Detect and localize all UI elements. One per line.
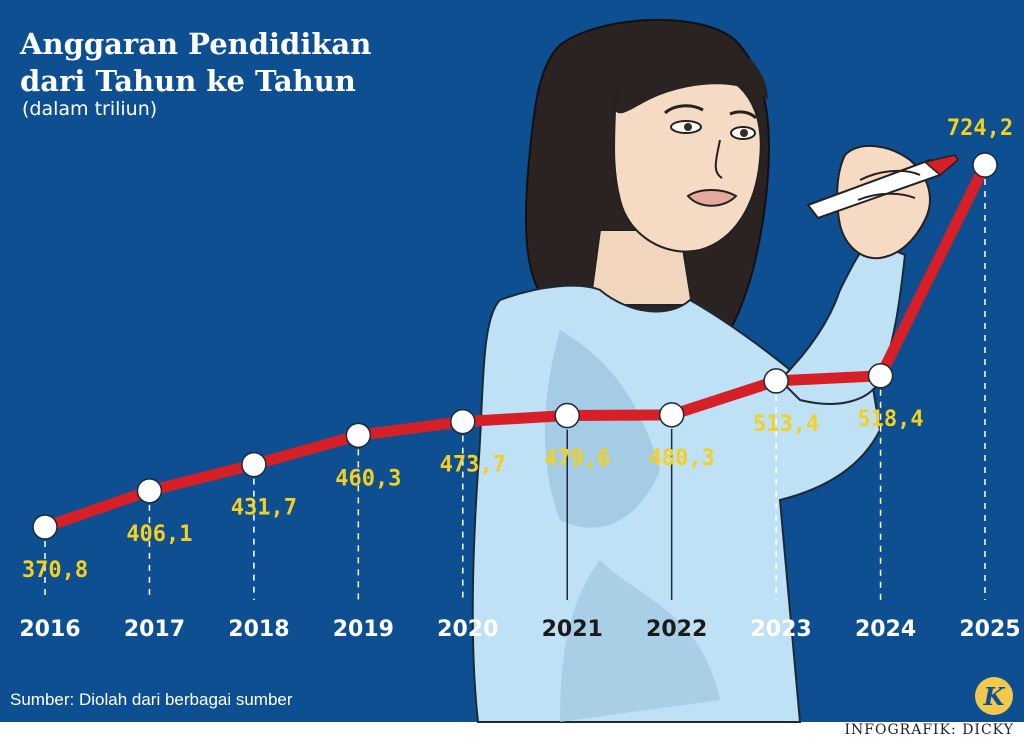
shirt-shadow — [545, 330, 660, 528]
value-label-2019: 460,3 — [335, 466, 401, 491]
drop-lines — [44, 179, 986, 600]
x-tick-label-2024: 2024 — [855, 617, 916, 642]
value-label-2022: 480,3 — [649, 446, 715, 471]
value-label-2018: 431,7 — [231, 496, 297, 521]
data-points — [32, 152, 998, 540]
x-tick-label-2020: 2020 — [437, 617, 498, 642]
left-pupil — [684, 123, 692, 131]
value-label-2017: 406,1 — [126, 522, 192, 547]
data-point-2016 — [32, 514, 58, 540]
value-label-2024: 518,4 — [857, 407, 923, 432]
value-label-2025: 724,2 — [947, 116, 1013, 141]
title-line-1: Anggaran Pendidikan — [20, 27, 372, 61]
x-tick-label-2016: 2016 — [19, 617, 80, 642]
title-line-2: dari Tahun ke Tahun — [20, 64, 356, 98]
value-label-2021: 479,6 — [544, 447, 610, 472]
value-label-2016: 370,8 — [22, 558, 88, 583]
logo-letter: K — [983, 682, 1006, 711]
subtitle: (dalam triliun) — [22, 98, 158, 120]
x-tick-label-2018: 2018 — [228, 617, 289, 642]
value-label-2020: 473,7 — [440, 453, 506, 478]
hair-front — [615, 45, 768, 114]
source-note: Sumber: Diolah dari berbagai sumber — [10, 690, 293, 709]
data-point-2023 — [763, 368, 789, 394]
data-point-2017 — [136, 478, 163, 504]
data-point-2020 — [450, 408, 476, 435]
x-tick-label-2021: 2021 — [542, 617, 603, 642]
marker-pen — [806, 154, 959, 220]
x-tick-labels: 2016 2017 2018 2019 2020 2021 2022 2023 2024 2025 — [19, 617, 1020, 642]
nose — [714, 139, 723, 179]
value-labels: 370,8 406,1 431,7 460,3 473,7 479,6 480,3 513,4… — [22, 116, 1013, 583]
arm-shape — [778, 238, 907, 405]
infographic-credit: INFOGRAFIK: DICKY — [844, 722, 1014, 738]
woman-illustration — [471, 18, 959, 723]
series-line-group — [39, 159, 991, 533]
x-tick-label-2025: 2025 — [959, 617, 1020, 642]
data-point-2018 — [241, 451, 267, 478]
data-point-2022 — [658, 402, 685, 428]
page-title: Anggaran Pendidikan dari Tahun ke Tahun — [20, 26, 371, 100]
data-point-2024 — [867, 363, 894, 389]
right-pupil — [740, 129, 748, 137]
x-tick-label-2022: 2022 — [646, 617, 707, 642]
lips — [686, 189, 738, 207]
fingers — [857, 169, 921, 201]
data-point-2019 — [345, 422, 372, 449]
x-tick-label-2017: 2017 — [124, 617, 185, 642]
x-tick-label-2023: 2023 — [750, 617, 811, 642]
k-logo-icon: K — [975, 677, 1013, 715]
eyebrows — [663, 104, 758, 120]
value-label-2023: 513,4 — [753, 412, 819, 437]
shirt-shadow — [560, 560, 720, 722]
footer-band — [0, 722, 1024, 745]
series-line — [39, 159, 991, 533]
x-tick-label-2019: 2019 — [333, 617, 394, 642]
data-point-2021 — [554, 402, 580, 429]
data-point-2025 — [972, 152, 998, 178]
